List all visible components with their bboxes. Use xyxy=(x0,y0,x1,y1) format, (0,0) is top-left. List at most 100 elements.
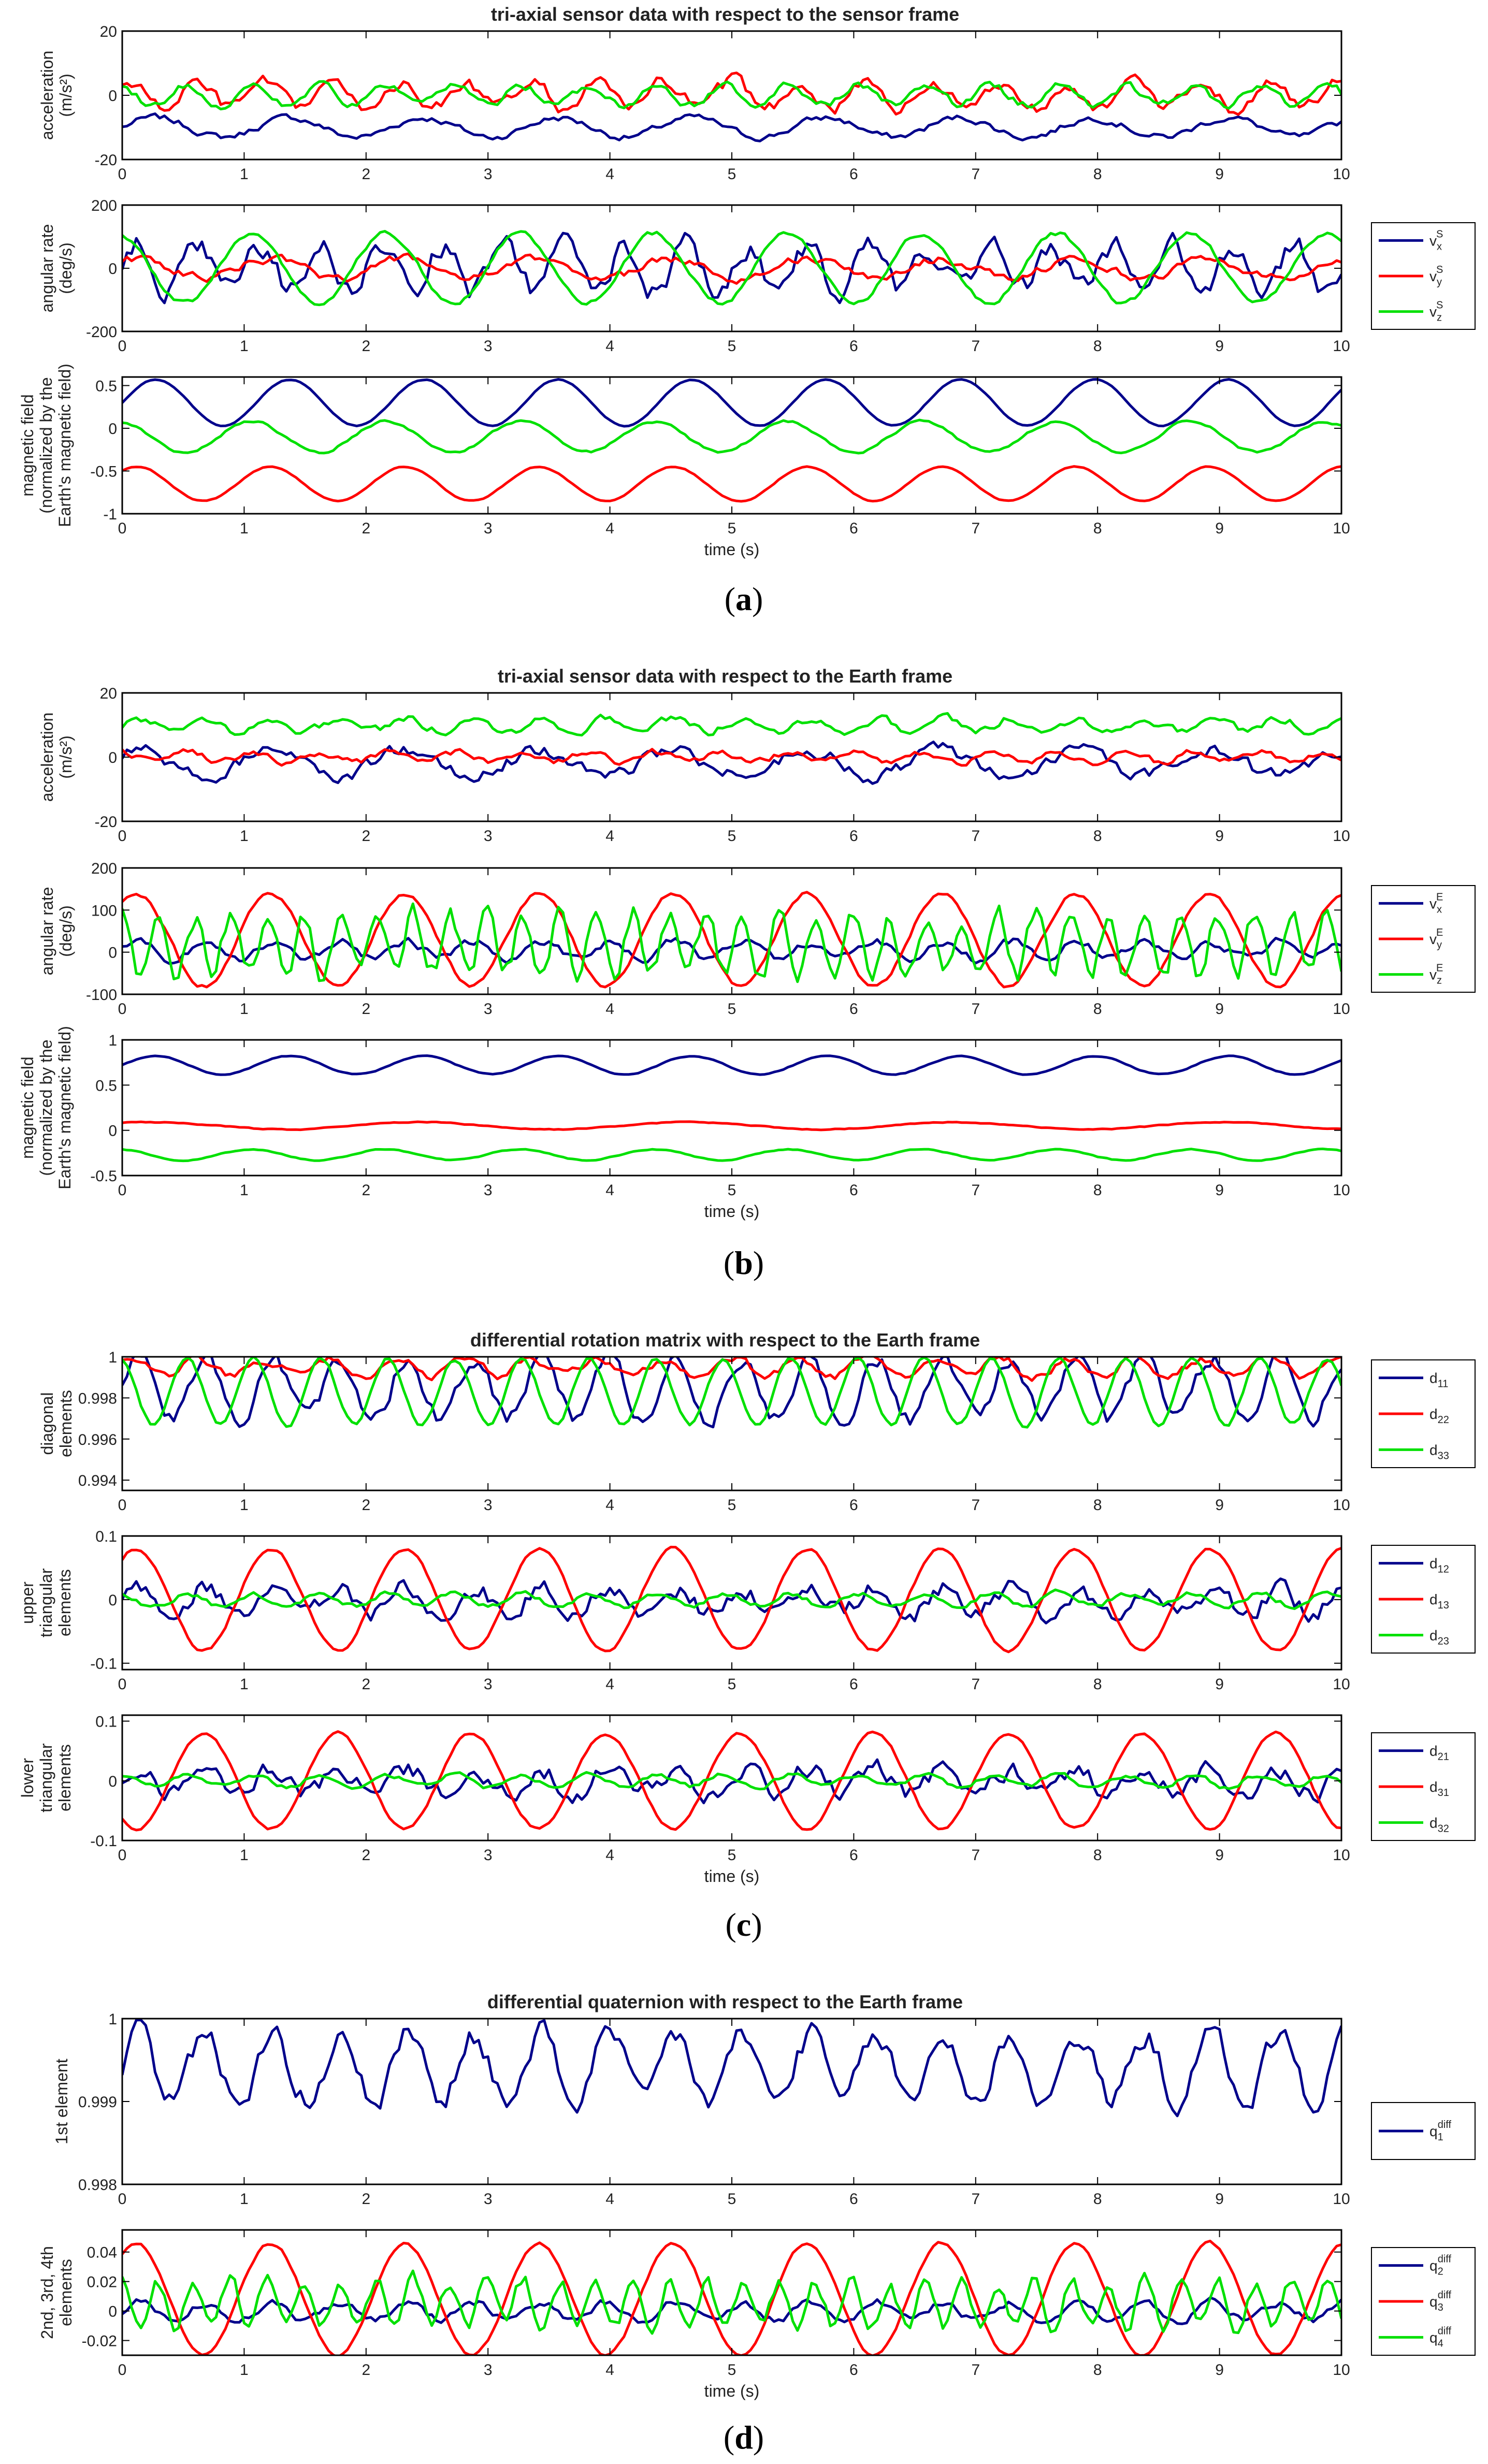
y-axis-label: lower xyxy=(18,1758,37,1798)
x-tick-label: 10 xyxy=(1333,1676,1350,1693)
y-axis-label: magnetic field xyxy=(18,394,37,496)
x-tick-label: 5 xyxy=(728,828,736,845)
x-tick-label: 9 xyxy=(1215,1001,1224,1018)
x-tick-label: 5 xyxy=(728,1847,736,1864)
series-red-line xyxy=(122,748,1341,767)
x-tick-label: 5 xyxy=(728,338,736,355)
panel-a-title: tri-axial sensor data with respect to th… xyxy=(491,4,959,25)
x-tick-label: 7 xyxy=(971,1676,980,1693)
x-tick-label: 6 xyxy=(849,828,858,845)
x-tick-label: 2 xyxy=(362,1182,370,1199)
y-tick-label: -0.5 xyxy=(90,463,117,481)
x-tick-label: 4 xyxy=(605,520,614,537)
x-tick-label: 9 xyxy=(1215,828,1224,845)
x-axis-label: time (s) xyxy=(704,2382,760,2400)
x-tick-label: 1 xyxy=(240,338,249,355)
x-tick-label: 0 xyxy=(118,1497,127,1514)
y-axis-label: Earth's magnetic field) xyxy=(55,364,74,527)
x-tick-label: 7 xyxy=(971,1497,980,1514)
legend-entry: q4diff xyxy=(1429,2325,1451,2349)
y-tick-label: -20 xyxy=(95,152,117,169)
x-tick-label: 8 xyxy=(1093,1676,1102,1693)
y-tick-label: 0.999 xyxy=(78,2094,117,2111)
x-tick-label: 10 xyxy=(1333,828,1350,845)
x-tick-label: 9 xyxy=(1215,1676,1224,1693)
x-tick-label: 1 xyxy=(240,1676,249,1693)
x-tick-label: 6 xyxy=(849,338,858,355)
axes-box xyxy=(121,376,1342,515)
series-green-line xyxy=(122,1771,1341,1791)
x-tick-label: 8 xyxy=(1093,1847,1102,1864)
series-blue-line xyxy=(122,231,1341,305)
x-tick-label: 4 xyxy=(605,2361,614,2379)
y-tick-label: 0.994 xyxy=(78,1472,117,1489)
x-tick-label: 7 xyxy=(971,1182,980,1199)
x-tick-label: 9 xyxy=(1215,1847,1224,1864)
y-axis-label: magnetic field xyxy=(18,1056,37,1158)
panel-b-title: tri-axial sensor data with respect to th… xyxy=(498,665,952,687)
legend-entry: d22 xyxy=(1429,1406,1449,1426)
x-tick-label: 5 xyxy=(728,520,736,537)
legend-entry: vzE xyxy=(1429,963,1443,987)
legend-entry: q1diff xyxy=(1429,2119,1451,2143)
x-tick-label: 9 xyxy=(1215,1497,1224,1514)
series-blue-line xyxy=(122,1758,1341,1804)
y-tick-label: 0 xyxy=(108,1123,117,1140)
legend-entry: d23 xyxy=(1429,1627,1449,1647)
y-axis-label: elements xyxy=(55,1744,74,1811)
series-red-line xyxy=(122,1730,1341,1832)
x-tick-label: 0 xyxy=(118,1847,127,1864)
y-tick-label: 0.02 xyxy=(87,2274,117,2291)
y-tick-label: -0.5 xyxy=(90,1168,117,1185)
y-tick-label: 0 xyxy=(108,1592,117,1609)
y-axis-label: triangular xyxy=(37,1743,55,1813)
legend-entry: vyS xyxy=(1429,264,1443,288)
x-tick-label: 5 xyxy=(728,166,736,183)
x-tick-label: 10 xyxy=(1333,338,1350,355)
chart-d1: 0 1 2 3 4 5 6 7 8 9 10 0.998 0.999 1 1st element q1diff xyxy=(52,2011,1476,2208)
x-tick-label: 0 xyxy=(118,166,127,183)
chart-c1: 0 1 2 3 4 5 6 7 8 9 10 0.994 0.996 0.998 1 diagonal elem… xyxy=(38,1349,1476,1514)
x-tick-label: 9 xyxy=(1215,1182,1224,1199)
legend-entry: vxS xyxy=(1429,228,1443,252)
x-tick-label: 3 xyxy=(484,1497,493,1514)
x-tick-label: 10 xyxy=(1333,1182,1350,1199)
x-tick-label: 0 xyxy=(118,2191,127,2208)
legend-entry: d11 xyxy=(1429,1370,1448,1390)
panel-c-title: differential rotation matrix with respec… xyxy=(470,1329,980,1351)
x-tick-label: 1 xyxy=(240,1182,249,1199)
y-tick-label: 200 xyxy=(91,197,117,214)
x-tick-label: 4 xyxy=(605,1847,614,1864)
x-tick-label: 4 xyxy=(605,2191,614,2208)
y-tick-label: 0 xyxy=(108,260,117,278)
x-tick-label: 7 xyxy=(971,2191,980,2208)
x-tick-label: 9 xyxy=(1215,520,1224,537)
x-tick-label: 1 xyxy=(240,166,249,183)
y-tick-label: 0 xyxy=(108,88,117,105)
x-tick-label: 10 xyxy=(1333,1847,1350,1864)
y-tick-label: 0 xyxy=(108,945,117,962)
x-tick-label: 3 xyxy=(484,338,493,355)
series-red-line xyxy=(122,1120,1341,1132)
x-tick-label: 2 xyxy=(362,1676,370,1693)
x-tick-label: 4 xyxy=(605,338,614,355)
y-axis-label: 1st element xyxy=(52,2059,71,2144)
x-tick-label: 7 xyxy=(971,520,980,537)
x-tick-label: 1 xyxy=(240,2361,249,2379)
x-tick-label: 10 xyxy=(1333,2191,1350,2208)
x-tick-label: 3 xyxy=(484,1847,493,1864)
x-tick-label: 4 xyxy=(605,828,614,845)
x-tick-label: 8 xyxy=(1093,1182,1102,1199)
x-tick-label: 5 xyxy=(728,1001,736,1018)
x-tick-label: 8 xyxy=(1093,166,1102,183)
x-tick-label: 1 xyxy=(240,1497,249,1514)
panel-d-title: differential quaternion with respect to … xyxy=(487,1991,963,2012)
y-axis-label: (m/s²) xyxy=(56,74,75,117)
legend-entry: d13 xyxy=(1429,1591,1449,1611)
x-tick-label: 1 xyxy=(240,520,249,537)
y-axis-label: elements xyxy=(56,2259,75,2326)
